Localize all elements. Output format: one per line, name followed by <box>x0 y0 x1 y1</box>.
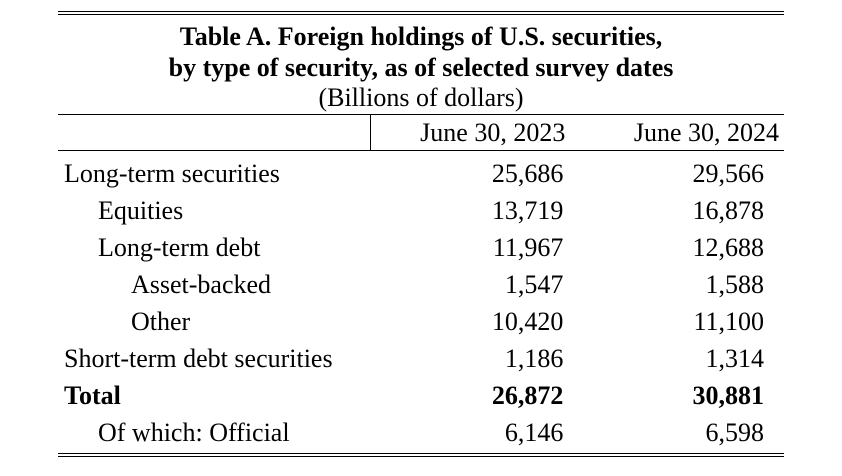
table-title-line-1: Table A. Foreign holdings of U.S. securi… <box>179 22 663 51</box>
value-2023: 25,686 <box>491 159 564 188</box>
data-table: June 30, 2023 June 30, 2024 Long-term se… <box>58 114 784 451</box>
table-units: (Billions of dollars) <box>318 83 524 112</box>
row-short-term-debt-securities: Short-term debt securities 1,186 1,314 <box>58 340 784 377</box>
header-row: June 30, 2023 June 30, 2024 <box>58 114 784 151</box>
row-label: Total <box>64 381 121 410</box>
row-total: Total 26,872 30,881 <box>58 377 784 414</box>
row-label: Long-term debt <box>98 233 261 262</box>
row-label: Asset-backed <box>131 270 272 299</box>
value-2023: 26,872 <box>491 381 564 410</box>
row-other: Other 10,420 11,100 <box>58 303 784 340</box>
table-title: Table A. Foreign holdings of U.S. securi… <box>58 21 784 83</box>
header-june-2023: June 30, 2023 <box>369 114 585 151</box>
value-2024: 12,688 <box>692 233 765 262</box>
value-2024: 29,566 <box>692 159 765 188</box>
row-long-term-securities: Long-term securities 25,686 29,566 <box>58 151 784 193</box>
value-2023: 6,146 <box>504 418 564 447</box>
value-2024: 30,881 <box>692 381 765 410</box>
value-2023: 1,186 <box>504 344 564 373</box>
row-long-term-debt: Long-term debt 11,967 12,688 <box>58 229 784 266</box>
bottom-double-rule <box>58 453 784 457</box>
value-2023: 11,967 <box>492 233 564 262</box>
row-of-which-official: Of which: Official 6,146 6,598 <box>58 414 784 451</box>
value-2023: 1,547 <box>504 270 564 299</box>
header-june-2024: June 30, 2024 <box>633 117 779 147</box>
value-2024: 1,314 <box>705 344 765 373</box>
value-2023: 10,420 <box>491 307 564 336</box>
value-2024: 6,598 <box>705 418 765 447</box>
value-2024: 16,878 <box>692 196 765 225</box>
row-label: Of which: Official <box>98 418 290 447</box>
row-label: Other <box>131 307 191 336</box>
value-2024: 11,100 <box>693 307 764 336</box>
top-double-rule <box>58 11 784 15</box>
header-label-column <box>58 115 370 151</box>
row-label: Short-term debt securities <box>64 344 333 373</box>
row-label: Equities <box>98 196 184 225</box>
value-2024: 1,588 <box>705 270 765 299</box>
row-equities: Equities 13,719 16,878 <box>58 192 784 229</box>
table-title-line-2: by type of security, as of selected surv… <box>168 53 674 82</box>
row-asset-backed: Asset-backed 1,547 1,588 <box>58 266 784 303</box>
foreign-holdings-table: Table A. Foreign holdings of U.S. securi… <box>58 11 784 457</box>
row-label: Long-term securities <box>64 159 280 188</box>
value-2023: 13,719 <box>491 196 564 225</box>
